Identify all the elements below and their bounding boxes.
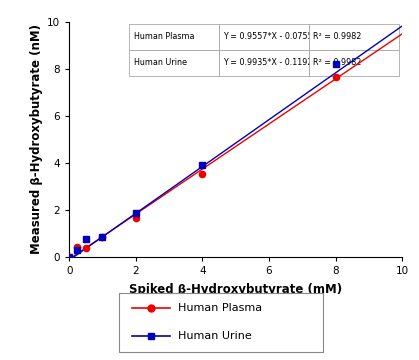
Text: Human Plasma: Human Plasma [178,303,262,313]
X-axis label: Spiked β-Hydroxybutyrate (mM): Spiked β-Hydroxybutyrate (mM) [129,283,342,296]
Y-axis label: Measured β-Hydroxybutyrate (nM): Measured β-Hydroxybutyrate (nM) [30,24,43,255]
Text: Human Urine: Human Urine [178,331,252,341]
FancyBboxPatch shape [119,293,323,352]
